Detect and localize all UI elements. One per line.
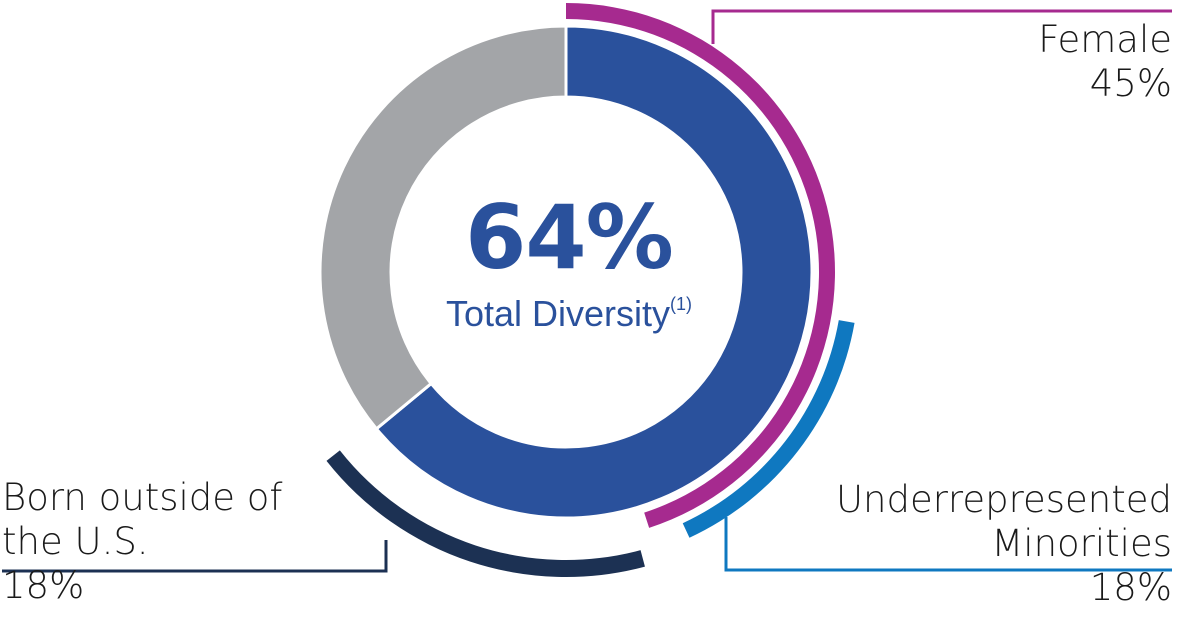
born-label-line2: the U.S. [2,520,149,563]
total-diversity-label: Total Diversity(1) [400,284,738,334]
donut-ring [318,24,814,520]
urm-label-line2: Minorities [991,522,1172,565]
footnote-marker: (1) [670,294,693,314]
born-outside-label: Born outside of the U.S. 18% [2,476,282,608]
leader-female [711,9,1172,44]
donut-slice-other [318,24,568,431]
total-diversity-text: Total Diversity [445,293,671,334]
donut-slice-diverse [374,24,814,520]
total-diversity-value: 64% [465,186,674,289]
outer-arcs [326,3,855,577]
urm-label-line1: Underrepresented [835,478,1172,521]
arc-underrepresented-minorities [682,320,855,538]
center-summary: 64% Total Diversity(1) [400,190,738,334]
female-label-name: Female [1038,18,1172,61]
leader-born-outside [2,540,388,573]
urm-label: Underrepresented Minorities 18% [836,478,1172,610]
female-label: Female 45% [1038,18,1172,106]
female-label-value: 45% [1089,62,1172,105]
urm-label-value: 18% [1089,566,1172,609]
leader-urm [724,517,1172,572]
born-label-line1: Born outside of [2,476,283,519]
born-label-value: 18% [2,564,85,607]
leader-lines [2,9,1172,573]
arc-born-outside-us [326,450,645,577]
